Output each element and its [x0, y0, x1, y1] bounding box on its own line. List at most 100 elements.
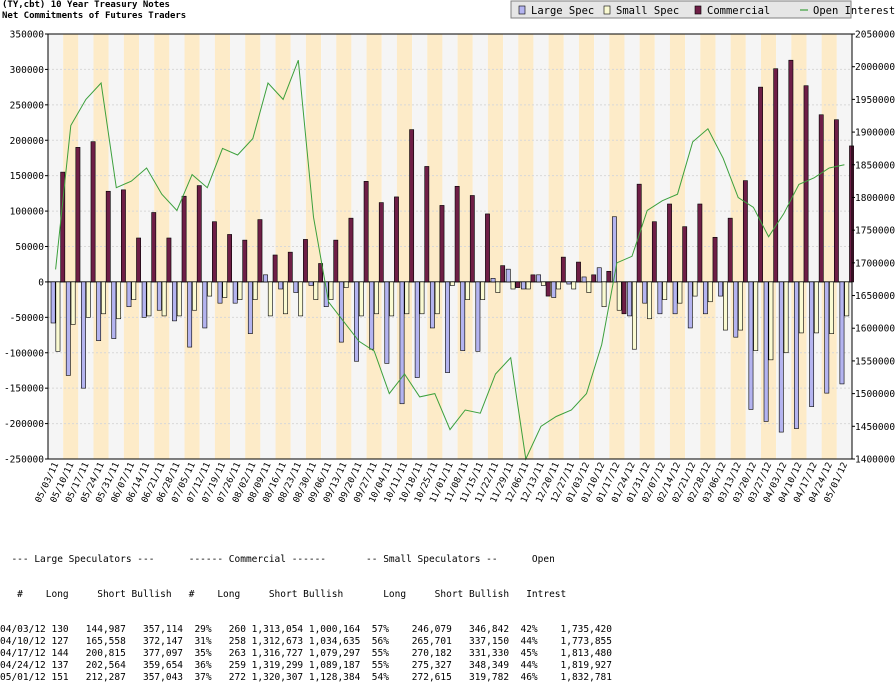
bar-small-spec	[116, 281, 122, 320]
chart-title-block: (TY,cbt) 10 Year Treasury Notes Net Commi…	[2, 0, 186, 22]
positions-table: --- Large Speculators --- ------ Commerc…	[0, 530, 612, 695]
bar-commercial	[485, 213, 490, 283]
left-tick-label: 50000	[15, 242, 44, 253]
bar-large-spec	[247, 281, 253, 334]
bar-large-spec	[627, 281, 632, 317]
bar-small-spec	[237, 281, 243, 300]
bar-commercial	[712, 236, 718, 283]
bar-large-spec	[445, 281, 450, 373]
bar-small-spec	[70, 281, 76, 325]
left-tick-label: 100000	[10, 207, 45, 218]
bar-small-spec	[207, 281, 213, 297]
left-tick-label: 0	[38, 277, 44, 288]
bar-commercial	[818, 114, 824, 283]
bar-commercial	[348, 217, 354, 283]
bar-small-spec	[753, 281, 759, 351]
bar-commercial	[606, 270, 612, 283]
bar-large-spec	[293, 281, 299, 293]
bar-small-spec	[222, 281, 228, 298]
bar-small-spec	[707, 281, 713, 303]
legend-swatch	[518, 5, 526, 15]
bar-large-spec	[217, 281, 223, 304]
bar-commercial	[788, 59, 794, 283]
bar-small-spec	[328, 281, 334, 300]
bar-small-spec	[768, 281, 774, 361]
bar-large-spec	[202, 281, 208, 329]
bar-small-spec	[540, 281, 546, 286]
bar-commercial	[833, 119, 839, 283]
bar-large-spec	[96, 281, 102, 342]
bar-commercial	[621, 281, 627, 315]
bar-large-spec	[687, 281, 693, 329]
bar-small-spec	[677, 281, 683, 304]
column-stripe	[123, 34, 140, 459]
bar-commercial	[636, 183, 642, 283]
bar-large-spec	[156, 281, 162, 311]
open-interest-line	[55, 60, 845, 461]
right-tick-label: 1550000	[855, 356, 895, 367]
bar-commercial	[697, 203, 703, 283]
bar-small-spec	[283, 281, 288, 315]
legend-swatch	[603, 5, 611, 15]
bar-large-spec	[703, 281, 708, 315]
bar-commercial	[515, 281, 521, 288]
left-tick-label: 350000	[10, 30, 45, 41]
bar-small-spec	[844, 281, 850, 317]
left-tick-label: 200000	[10, 136, 45, 147]
bar-small-spec	[101, 281, 106, 315]
bar-large-spec	[505, 268, 511, 283]
bar-large-spec	[596, 267, 602, 283]
bar-small-spec	[510, 281, 516, 290]
right-tick-label: 1650000	[855, 291, 895, 302]
bar-small-spec	[343, 281, 349, 288]
bar-large-spec	[278, 281, 284, 290]
legend-label: Small Spec	[616, 5, 679, 17]
column-stripe	[427, 34, 443, 459]
bar-large-spec	[232, 281, 238, 304]
bar-small-spec	[131, 281, 137, 300]
bar-commercial	[60, 171, 66, 283]
bar-large-spec	[778, 281, 784, 433]
bar-commercial	[90, 141, 96, 283]
bar-commercial	[530, 274, 536, 283]
bar-small-spec	[738, 281, 743, 331]
cot-chart: 350000 300000 250000 200000 150000 100000 5000…	[4, 0, 895, 505]
bar-commercial	[576, 261, 581, 283]
bar-small-spec	[358, 281, 364, 317]
column-stripe	[563, 34, 579, 459]
bar-commercial	[378, 202, 384, 283]
bar-commercial	[424, 166, 430, 283]
bar-large-spec	[551, 281, 557, 298]
bar-commercial	[545, 281, 551, 297]
bar-small-spec	[313, 281, 319, 300]
bar-large-spec	[475, 281, 481, 352]
bar-large-spec	[141, 281, 147, 318]
bar-small-spec	[298, 281, 304, 317]
right-tick-label: 1700000	[855, 258, 895, 269]
table-row: 04/03/12 130 144,987 357,114 29% 260 1,3…	[0, 624, 612, 636]
left-tick-label: 250000	[10, 100, 45, 111]
bar-commercial	[454, 185, 460, 283]
x-axis: 05/03/1105/10/1105/17/1105/24/1105/31/11…	[34, 461, 850, 505]
legend-label: Large Spec	[531, 5, 594, 17]
bar-large-spec	[581, 276, 587, 283]
right-tick-label: 1450000	[855, 422, 895, 433]
bar-commercial	[287, 251, 293, 283]
left-tick-label: 150000	[10, 171, 45, 182]
bar-large-spec	[308, 281, 314, 286]
bar-commercial	[105, 190, 111, 283]
bar-small-spec	[192, 281, 197, 311]
bar-large-spec	[763, 281, 769, 422]
bar-commercial	[742, 180, 748, 283]
column-stripe	[639, 34, 655, 459]
table-rows: 04/03/12 130 144,987 357,114 29% 260 1,3…	[0, 624, 612, 683]
bar-commercial	[758, 86, 763, 283]
right-tick-label: 2050000	[855, 30, 895, 41]
column-stripe	[578, 34, 595, 459]
bar-large-spec	[809, 281, 815, 407]
bar-large-spec	[172, 281, 177, 322]
right-tick-label: 2000000	[855, 62, 895, 73]
column-stripe	[214, 34, 231, 459]
column-stripe	[503, 34, 519, 459]
legend-swatch	[694, 5, 702, 15]
